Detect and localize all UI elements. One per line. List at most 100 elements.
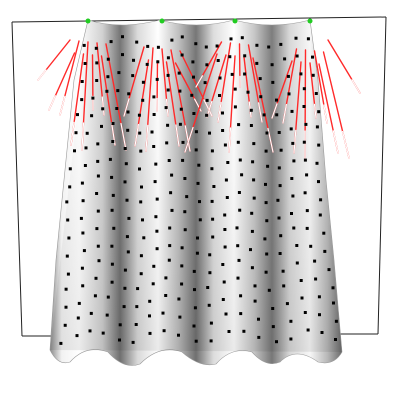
sample-point [225, 196, 229, 199]
sample-point [252, 196, 256, 200]
sample-point [125, 235, 129, 239]
sample-point [242, 329, 246, 333]
force-vector-tip [271, 103, 278, 119]
sample-point [96, 142, 100, 146]
sample-point [238, 208, 242, 212]
sample-point [237, 258, 241, 262]
sample-point [292, 159, 296, 163]
sample-point [216, 59, 220, 62]
sample-point [111, 193, 115, 197]
sample-point [110, 262, 114, 266]
sample-point [142, 236, 146, 240]
sample-point [277, 216, 281, 220]
force-vector-tip [203, 99, 213, 117]
sample-point [136, 287, 140, 291]
sample-point [271, 325, 275, 329]
sample-point [302, 140, 306, 144]
sample-point [111, 122, 115, 125]
force-vector-tip [228, 127, 232, 153]
sample-point [116, 89, 120, 93]
sample-point [117, 71, 121, 75]
sample-point [267, 288, 271, 292]
sample-point [73, 149, 76, 153]
sample-point [80, 181, 84, 185]
sample-point [221, 129, 225, 132]
force-vector-tip [351, 79, 361, 94]
sample-point [210, 199, 214, 203]
sample-point [166, 123, 170, 127]
sample-point [124, 162, 128, 166]
sample-point [68, 185, 72, 189]
sample-point [192, 324, 196, 328]
sample-point [323, 249, 327, 253]
sample-point [194, 42, 198, 46]
sample-point [287, 92, 291, 96]
sample-point [83, 164, 87, 167]
sample-point [224, 312, 228, 316]
sample-point [96, 159, 100, 163]
sample-point [238, 158, 242, 162]
sample-point [165, 141, 169, 145]
sample-point [319, 198, 323, 202]
sample-point [123, 180, 127, 184]
sample-point [123, 268, 127, 272]
sample-point [106, 295, 110, 299]
force-vector-tip [70, 121, 75, 146]
sample-point [178, 89, 182, 93]
sample-point [155, 77, 159, 81]
sample-point [88, 329, 92, 333]
sample-point [66, 218, 70, 222]
sample-point [185, 195, 189, 199]
sample-point [311, 55, 314, 59]
sample-point [290, 177, 294, 180]
sample-point [243, 54, 247, 58]
sample-point [236, 244, 240, 248]
sample-point [221, 111, 224, 115]
force-vector-tip [184, 125, 191, 152]
sample-point [300, 296, 304, 300]
sample-point [75, 334, 79, 338]
sample-point [252, 142, 256, 146]
sample-point [317, 110, 321, 114]
sample-point [79, 216, 83, 220]
sample-point [134, 323, 138, 326]
sample-point [122, 305, 126, 309]
sample-point [315, 161, 319, 165]
sample-point [264, 270, 268, 274]
sample-point [303, 311, 307, 314]
sample-point [111, 140, 115, 143]
sample-point [320, 331, 324, 334]
sample-point [235, 226, 239, 230]
sample-point [131, 340, 135, 344]
sample-point [95, 61, 99, 65]
sample-point [196, 181, 200, 185]
sample-point [127, 216, 131, 220]
sample-point [154, 162, 158, 166]
pin-point [232, 18, 238, 24]
sample-point [236, 276, 240, 280]
sample-point [131, 74, 135, 78]
sample-point [262, 113, 266, 117]
sample-point [210, 149, 214, 153]
sample-point [115, 107, 119, 110]
sample-point [203, 81, 207, 85]
sample-point [80, 80, 84, 83]
sample-point [95, 79, 99, 82]
sample-point [168, 244, 172, 248]
force-vector-tip [342, 130, 350, 159]
sample-point [81, 231, 85, 235]
sample-point [118, 323, 122, 327]
pin-point [85, 18, 91, 24]
sample-point [155, 197, 159, 201]
sample-point [240, 173, 244, 177]
sample-point [271, 307, 275, 310]
sample-point [222, 280, 226, 284]
sample-point [148, 299, 152, 303]
sample-point [181, 140, 185, 144]
sample-point [221, 263, 225, 266]
sample-point [152, 113, 156, 116]
sample-point [169, 191, 173, 195]
bounding-box-frame [11, 16, 387, 337]
force-vector-tip [217, 101, 222, 123]
